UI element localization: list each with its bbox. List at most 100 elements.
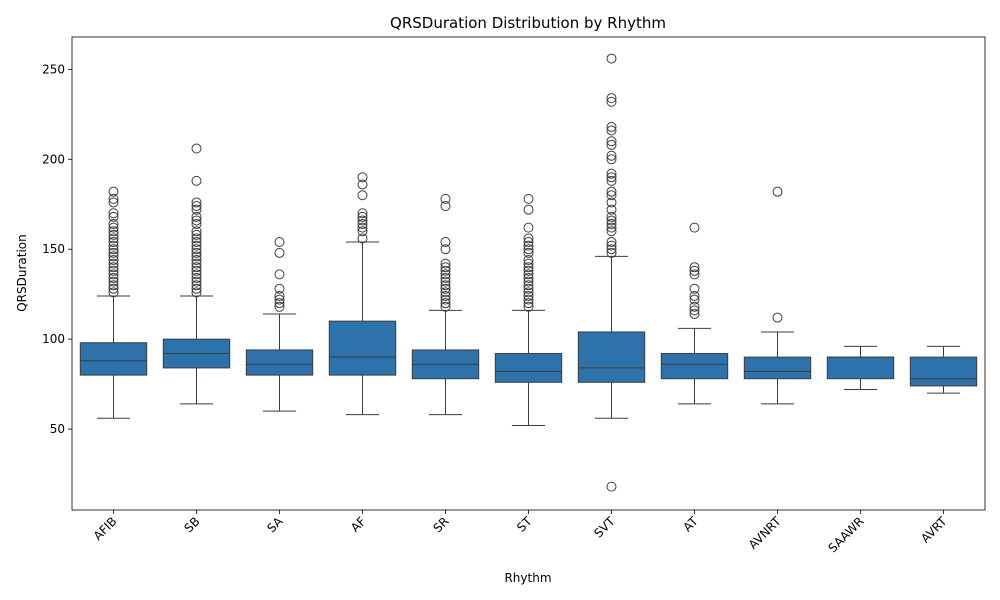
flier-point — [606, 244, 617, 255]
flier-point — [108, 272, 119, 283]
flier-point — [108, 240, 119, 251]
flier-point — [523, 280, 534, 291]
flier-point — [191, 283, 202, 294]
flier-point — [523, 255, 534, 266]
flier-point — [689, 269, 700, 280]
flier-point — [191, 226, 202, 237]
flier-point — [606, 121, 617, 132]
flier-point — [108, 283, 119, 294]
x-tick-label: AFIB — [91, 514, 120, 543]
flier-point — [357, 222, 368, 233]
flier-point — [440, 201, 451, 212]
flier-point — [440, 290, 451, 301]
flier-point — [523, 244, 534, 255]
flier-point — [606, 139, 617, 150]
flier-point — [440, 258, 451, 269]
box-saawr — [826, 356, 895, 380]
flier-point — [440, 287, 451, 298]
flier-point — [689, 265, 700, 276]
flier-point — [606, 197, 617, 208]
flier-point — [357, 172, 368, 183]
flier-point — [772, 186, 783, 197]
flier-point — [606, 226, 617, 237]
flier-point — [191, 229, 202, 240]
flier-point — [440, 294, 451, 305]
flier-point — [523, 265, 534, 276]
flier-point — [108, 251, 119, 262]
box-group-avnrt — [743, 186, 812, 405]
flier-point — [440, 272, 451, 283]
flier-point — [108, 280, 119, 291]
flier-point — [689, 222, 700, 233]
flier-point — [191, 262, 202, 273]
flier-point — [191, 233, 202, 244]
flier-point — [191, 265, 202, 276]
flier-point — [357, 215, 368, 226]
flier-point — [440, 244, 451, 255]
flier-point — [357, 190, 368, 201]
flier-point — [108, 262, 119, 273]
flier-point — [108, 287, 119, 298]
flier-point — [191, 258, 202, 269]
flier-point — [357, 233, 368, 244]
flier-point — [191, 272, 202, 283]
box-group-svt — [577, 53, 646, 492]
flier-point — [108, 229, 119, 240]
flier-point — [606, 186, 617, 197]
box-group-st — [494, 193, 563, 426]
flier-point — [689, 283, 700, 294]
flier-point — [191, 269, 202, 280]
flier-point — [689, 301, 700, 312]
flier-point — [108, 197, 119, 208]
box-group-afib — [79, 186, 148, 419]
flier-point — [440, 265, 451, 276]
flier-point — [274, 294, 285, 305]
x-tick-label: AVRT — [918, 514, 950, 546]
flier-point — [108, 244, 119, 255]
flier-point — [606, 204, 617, 215]
flier-point — [108, 226, 119, 237]
flier-point — [523, 258, 534, 269]
flier-point — [191, 244, 202, 255]
box-af — [328, 320, 397, 376]
flier-point — [274, 247, 285, 258]
flier-point — [440, 269, 451, 280]
flier-point — [606, 240, 617, 251]
flier-point — [440, 283, 451, 294]
flier-point — [523, 237, 534, 248]
flier-point — [689, 294, 700, 305]
flier-point — [523, 247, 534, 258]
flier-point — [357, 179, 368, 190]
x-tick-label: AF — [348, 514, 369, 535]
plot-area — [79, 53, 978, 492]
flier-point — [108, 276, 119, 287]
flier-point — [108, 255, 119, 266]
flier-point — [108, 219, 119, 230]
flier-point — [108, 233, 119, 244]
flier-point — [606, 93, 617, 104]
y-tick-label: 100 — [42, 332, 65, 346]
flier-point — [191, 247, 202, 258]
flier-point — [108, 265, 119, 276]
flier-point — [606, 150, 617, 161]
flier-point — [606, 481, 617, 492]
flier-point — [523, 283, 534, 294]
flier-point — [606, 219, 617, 230]
x-tick-label: ST — [514, 514, 535, 535]
flier-point — [191, 255, 202, 266]
flier-point — [440, 262, 451, 273]
flier-point — [772, 312, 783, 323]
flier-point — [606, 190, 617, 201]
box-svt — [577, 331, 646, 383]
box-afib — [79, 342, 148, 376]
flier-point — [274, 301, 285, 312]
flier-point — [523, 240, 534, 251]
flier-point — [440, 280, 451, 291]
flier-point — [606, 211, 617, 222]
box-group-saawr — [826, 345, 895, 391]
flier-point — [523, 193, 534, 204]
flier-point — [108, 247, 119, 258]
flier-point — [191, 237, 202, 248]
flier-point — [523, 298, 534, 309]
